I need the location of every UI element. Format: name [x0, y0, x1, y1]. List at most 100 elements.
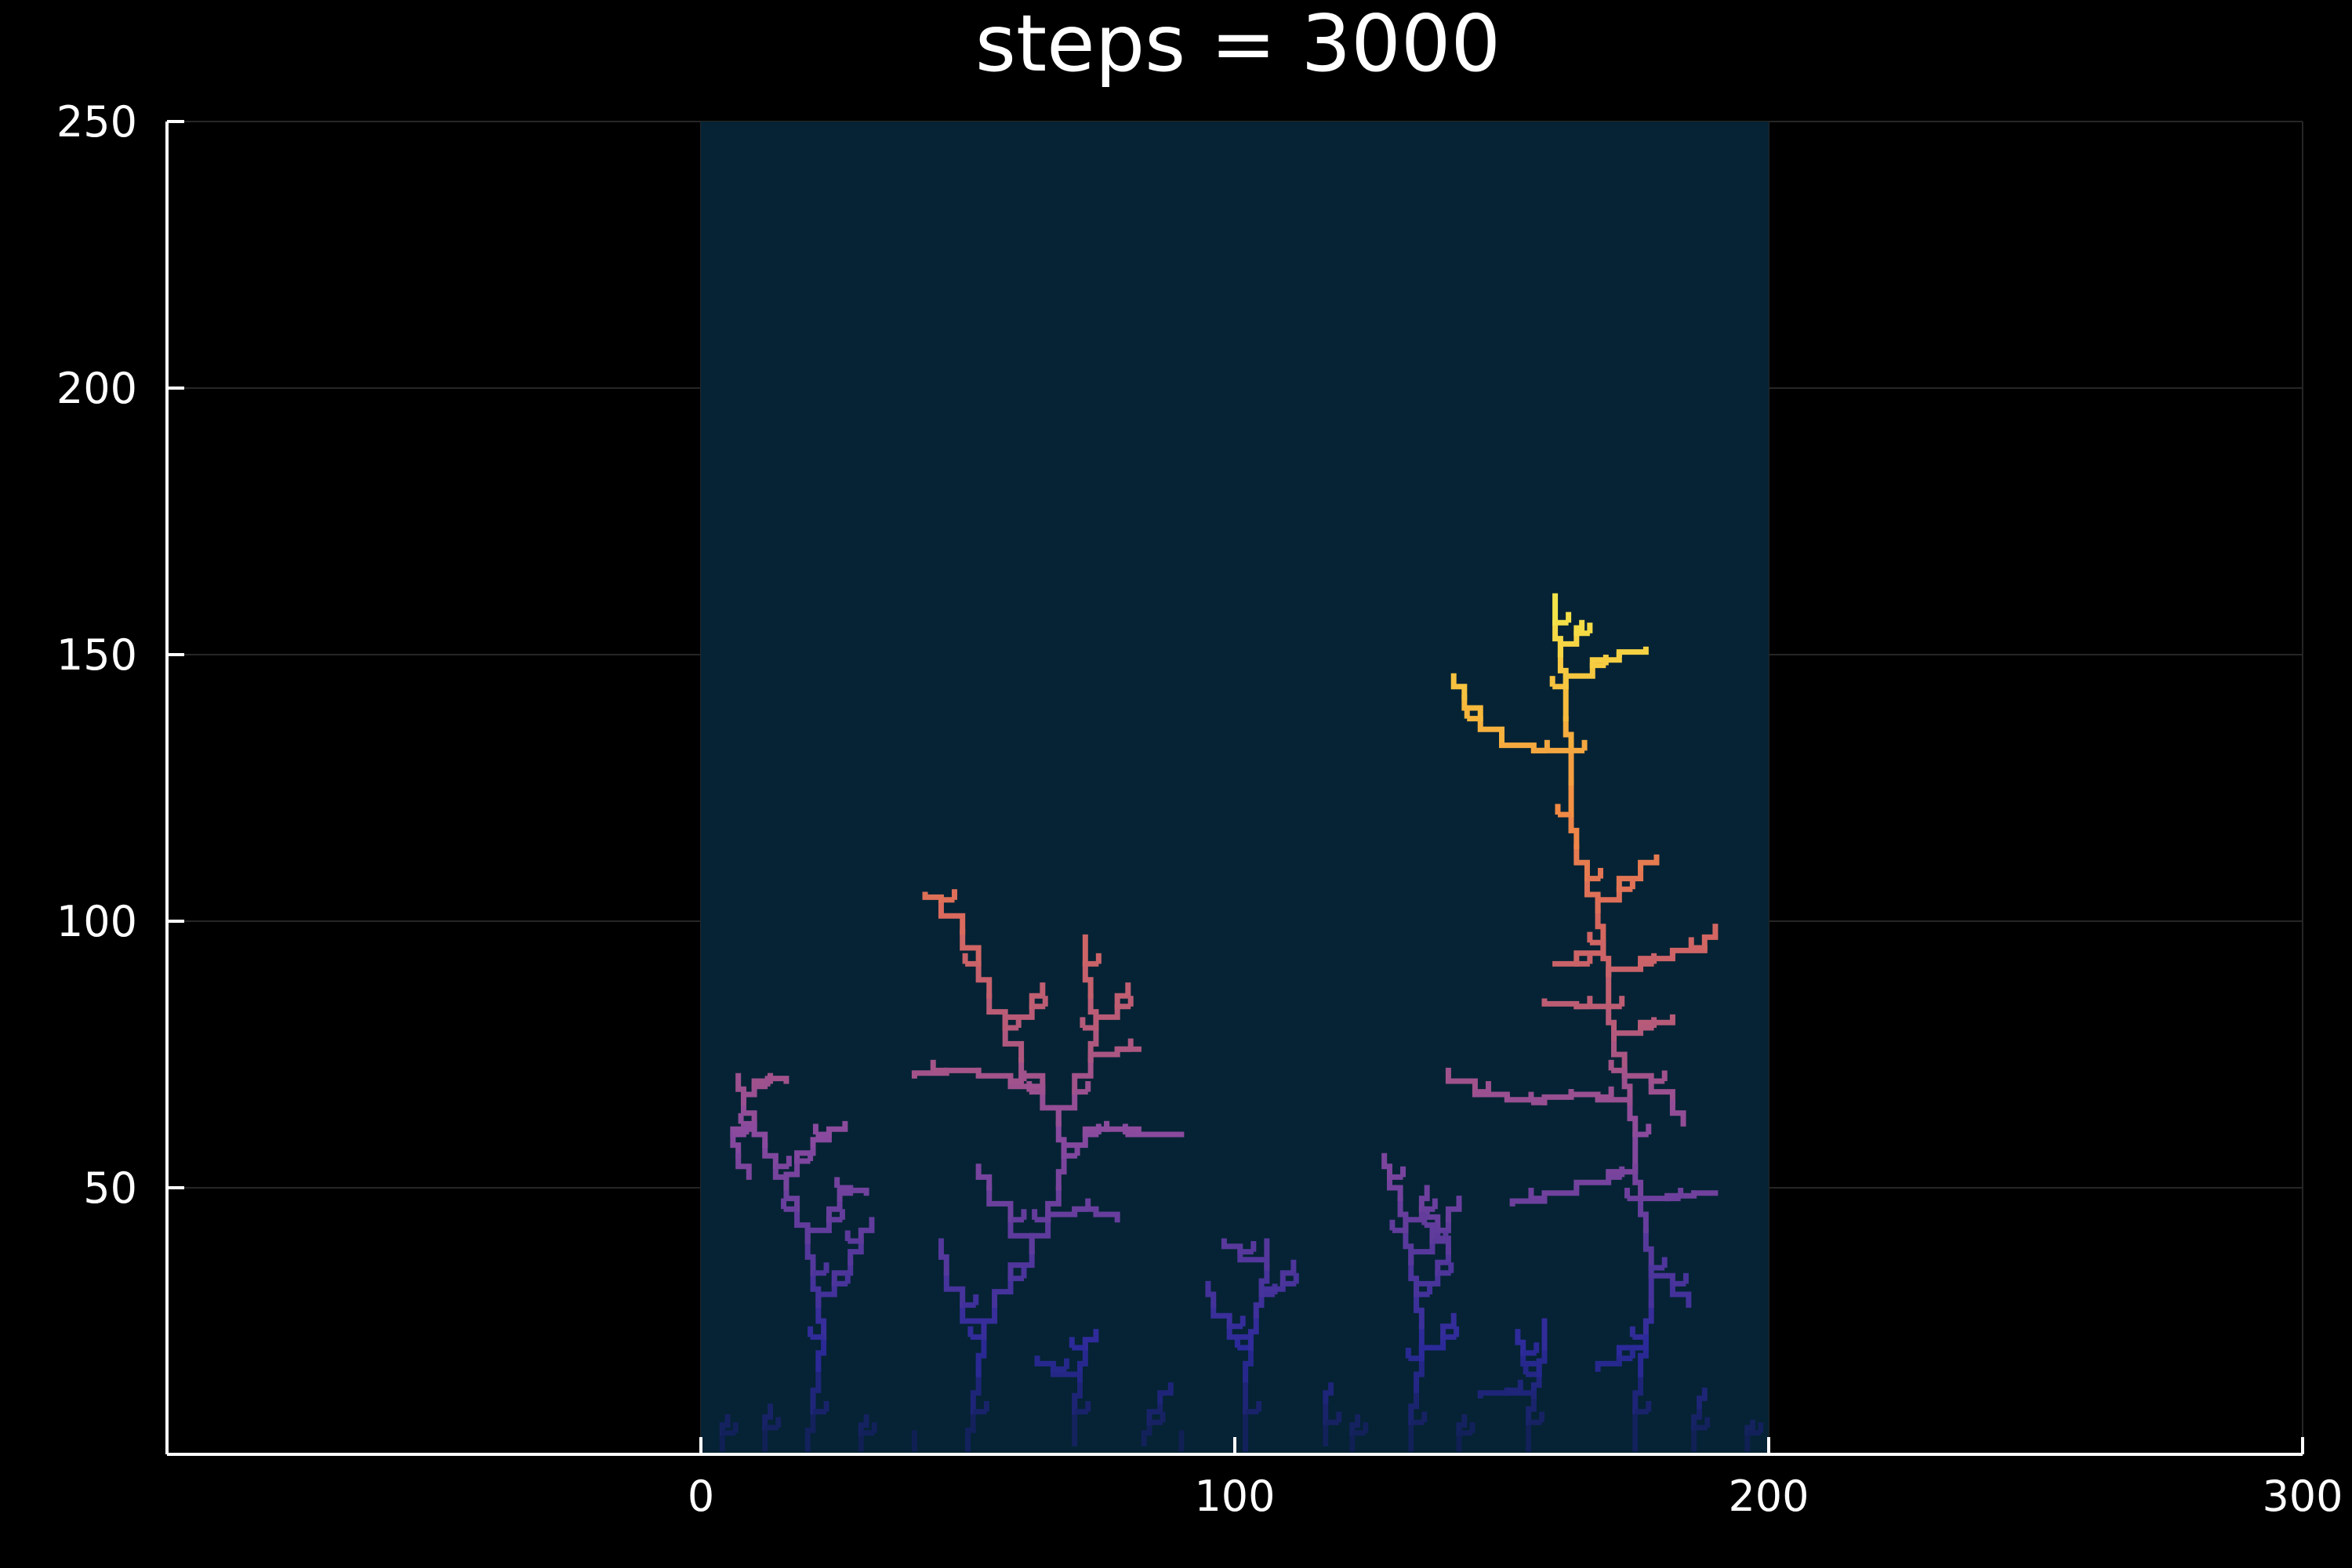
- branch-segment: [1445, 1067, 1478, 1095]
- branch-segment: [1563, 662, 1595, 690]
- branch-tree-2-h: [1045, 1198, 1120, 1223]
- branch-segment: [1696, 1387, 1708, 1410]
- branch-tree-10: [719, 1414, 739, 1452]
- branch-tree-2-a: [1061, 1120, 1185, 1159]
- branch-segment: [815, 1302, 827, 1340]
- branch-tree-7-c: [1408, 1196, 1462, 1265]
- branch-segment: [975, 1163, 993, 1191]
- branch-segment: [1456, 1414, 1468, 1436]
- branch-segment: [1146, 1398, 1163, 1425]
- branch-segment: [1381, 1152, 1392, 1180]
- branch-tree-7-b: [1418, 1312, 1460, 1362]
- branch-segment: [1669, 1280, 1692, 1308]
- branch-tree-7: [1381, 1152, 1433, 1452]
- branch-segment: [1072, 1057, 1094, 1095]
- branch-tree-9-i: [1563, 646, 1649, 690]
- branch-segment: [858, 1414, 869, 1436]
- branch-segment: [1669, 1099, 1686, 1127]
- branch-segment: [810, 1366, 822, 1415]
- branch-tree-4: [1141, 1382, 1174, 1446]
- branch-segment: [1648, 1078, 1675, 1105]
- branch-tree-8-a: [1477, 1379, 1537, 1399]
- branch-tree-2-g: [975, 1163, 1035, 1255]
- branch-segment: [1414, 1270, 1441, 1298]
- branch-segment: [1701, 924, 1719, 951]
- branch-segment: [938, 1238, 949, 1276]
- branch-tree-5-b: [1258, 1259, 1299, 1298]
- branch-tree-9-k: [1595, 1334, 1649, 1372]
- branch-segment: [1611, 1036, 1628, 1073]
- branch-segment: [1349, 1414, 1361, 1436]
- branch-segment: [848, 1238, 864, 1265]
- branch-segment: [1595, 886, 1622, 913]
- branch-segment: [1082, 1329, 1099, 1351]
- branch-segment: [831, 1259, 854, 1287]
- branch-segment: [783, 1158, 800, 1191]
- branch-segment: [768, 1073, 789, 1084]
- branch-segment: [826, 1196, 843, 1223]
- y-tick-label: 100: [56, 897, 137, 946]
- branch-tree-9-l: [1648, 1265, 1692, 1308]
- branch-tree-1-c: [815, 1217, 875, 1308]
- branch-segment: [1061, 1131, 1088, 1159]
- branch-tree-18: [762, 1403, 782, 1452]
- branch-segment: [740, 1083, 757, 1105]
- branch-tree-3-a: [1034, 1356, 1083, 1383]
- branch-segment: [1526, 1392, 1537, 1425]
- branch-segment: [762, 1403, 774, 1431]
- branch-tree-17: [1744, 1419, 1764, 1452]
- branch-segment: [1386, 1174, 1403, 1202]
- branch-segment: [1616, 646, 1649, 658]
- branch-segment: [1055, 1089, 1078, 1127]
- branch-tree-9-m: [1541, 996, 1612, 1010]
- branch-tree-9: [1549, 593, 1668, 1452]
- branch-tree-9-e: [1611, 1014, 1675, 1042]
- branch-segment: [922, 891, 944, 903]
- branch-segment: [1002, 1004, 1035, 1031]
- branch-segment: [804, 1238, 816, 1276]
- branch-segment: [1429, 1217, 1451, 1244]
- branch-segment: [1445, 1196, 1462, 1223]
- branch-tree-6: [1323, 1382, 1342, 1446]
- branch-segment: [992, 1276, 1014, 1308]
- branch-segment: [1418, 1334, 1446, 1362]
- branch-segment: [1007, 1217, 1035, 1255]
- branch-segment: [1205, 1280, 1217, 1308]
- branch-segment: [1642, 1227, 1654, 1271]
- branch-tree-7-d: [1403, 1185, 1438, 1233]
- branch-segment: [1648, 1265, 1675, 1287]
- branch-segment: [1408, 1238, 1436, 1265]
- branch-segment: [740, 1099, 757, 1127]
- branch-segment: [783, 1185, 800, 1212]
- branch-tree-2-e: [1002, 982, 1048, 1031]
- branch-segment: [1568, 811, 1580, 850]
- y-tick-label: 250: [56, 97, 137, 147]
- branch-segment: [1595, 907, 1606, 946]
- branch-segment: [1403, 1206, 1425, 1233]
- branch-tree-5: [1234, 1238, 1278, 1452]
- x-tick-label: 100: [1194, 1472, 1275, 1521]
- branch-segment: [1253, 1291, 1265, 1319]
- domain-region: [701, 122, 1769, 1454]
- branch-segment: [1029, 982, 1046, 1010]
- branch-segment: [815, 1280, 837, 1308]
- branch-segment: [1002, 1025, 1025, 1063]
- branch-segment: [730, 1131, 742, 1159]
- branch-segment: [975, 960, 993, 999]
- branch-tree-2-f: [938, 1238, 987, 1340]
- branch-tree-9-n: [1552, 939, 1606, 967]
- branch-segment: [1418, 1185, 1430, 1212]
- branch-tree-15: [1456, 1414, 1475, 1452]
- branch-tree-1-e: [730, 1120, 757, 1180]
- branch-segment: [804, 1217, 832, 1244]
- branch-segment: [1440, 1312, 1457, 1340]
- branch-segment: [1323, 1382, 1334, 1404]
- branch-segment: [1461, 694, 1483, 722]
- branch-tree-2-i: [1093, 982, 1134, 1031]
- branch-segment: [794, 1142, 816, 1164]
- branch-segment: [1093, 1206, 1120, 1223]
- branch-segment: [762, 1142, 779, 1170]
- branch-segment: [1435, 1249, 1451, 1276]
- chart-title: steps = 3000: [975, 0, 1501, 89]
- branch-segment: [1477, 716, 1504, 743]
